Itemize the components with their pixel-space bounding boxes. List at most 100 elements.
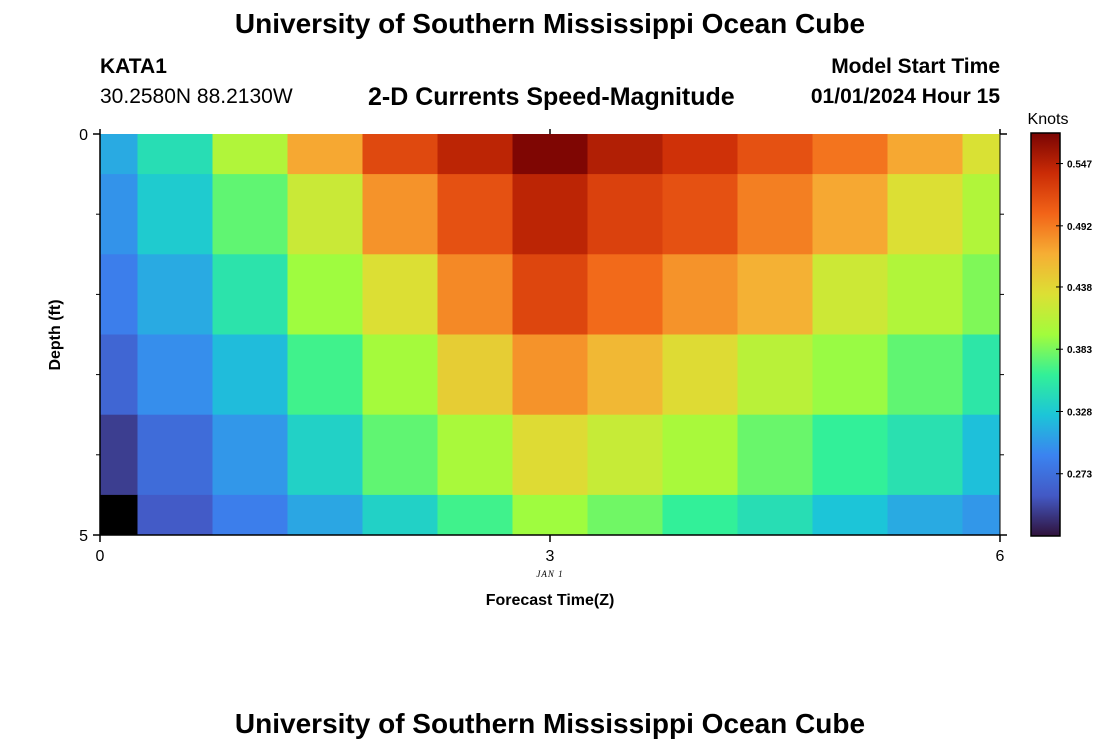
- heatmap-cell: [437, 134, 513, 175]
- heatmap-cell: [100, 174, 138, 255]
- page-title: University of Southern Mississippi Ocean…: [234, 8, 866, 39]
- heatmap-cell: [137, 334, 213, 416]
- heatmap-cell: [100, 134, 138, 175]
- chart-axes: 0 3 605: [79, 127, 1007, 565]
- heatmap-cell: [962, 174, 1001, 255]
- model-start-label: Model Start Time: [831, 55, 1000, 78]
- heatmap-cell: [512, 174, 588, 255]
- colorbar-gradient: [1030, 132, 1061, 537]
- heatmap-cell: [887, 174, 963, 255]
- heatmap-cell: [100, 414, 138, 496]
- heatmap-cell: [212, 174, 288, 255]
- heatmap-cell: [100, 494, 138, 536]
- heatmap-cell: [362, 494, 438, 536]
- heatmap-cell: [137, 174, 213, 255]
- heatmap-cell: [737, 134, 813, 175]
- footer-title: University of Southern Mississippi Ocean…: [234, 708, 866, 739]
- heatmap-cell: [437, 414, 513, 496]
- heatmap-cell: [137, 494, 213, 536]
- heatmap-cell: [512, 494, 588, 536]
- heatmap-cell: [362, 254, 438, 335]
- heatmap-cell: [437, 494, 513, 536]
- heatmap-cell: [737, 334, 813, 416]
- heatmap-cell: [362, 134, 438, 175]
- colorbar: 0.547 0.492 0.438 0.383 0.328 0.273: [1030, 132, 1092, 537]
- heatmap-cell: [362, 174, 438, 255]
- colorbar-tick-label: 0.383: [1067, 345, 1092, 356]
- station-coordinates: 30.2580N 88.2130W: [100, 85, 293, 108]
- heatmap-cell: [812, 134, 888, 175]
- heatmap-cell: [812, 174, 888, 255]
- heatmap-cell: [962, 254, 1001, 335]
- x-tick-label: 3: [546, 548, 555, 565]
- heatmap-cell: [512, 334, 588, 416]
- colorbar-title: Knots: [1028, 111, 1069, 128]
- heatmap-cell: [662, 174, 738, 255]
- heatmap-cell: [962, 414, 1001, 496]
- heatmap-cell: [137, 414, 213, 496]
- heatmap-cell: [587, 414, 663, 496]
- heatmap-cell: [887, 414, 963, 496]
- y-tick-label: 0: [79, 127, 88, 144]
- colorbar-tick-label: 0.438: [1067, 283, 1092, 294]
- heatmap-cell: [812, 334, 888, 416]
- colorbar-tick-label: 0.328: [1067, 407, 1092, 418]
- heatmap-cell: [137, 134, 213, 175]
- heatmap-cell: [437, 174, 513, 255]
- heatmap-cell: [662, 334, 738, 416]
- heatmap-cell: [662, 494, 738, 536]
- heatmap-cell: [737, 254, 813, 335]
- heatmap-cell: [962, 334, 1001, 416]
- heatmap-cells: [100, 134, 1001, 536]
- x-tick-label: 0: [96, 548, 105, 565]
- heatmap-cell: [737, 414, 813, 496]
- heatmap-cell: [962, 494, 1001, 536]
- heatmap-cell: [662, 134, 738, 175]
- heatmap-cell: [212, 494, 288, 536]
- heatmap-cell: [887, 254, 963, 335]
- y-axis-label: Depth (ft): [47, 299, 64, 370]
- station-id: KATA1: [100, 55, 167, 78]
- heatmap-cell: [512, 414, 588, 496]
- colorbar-tick-label: 0.492: [1067, 222, 1092, 233]
- heatmap-cell: [287, 494, 363, 536]
- heatmap-cell: [737, 494, 813, 536]
- heatmap-cell: [362, 414, 438, 496]
- heatmap-cell: [812, 494, 888, 536]
- heatmap-cell: [437, 334, 513, 416]
- heatmap-cell: [287, 134, 363, 175]
- heatmap-cell: [287, 174, 363, 255]
- heatmap-cell: [887, 494, 963, 536]
- heatmap-cell: [587, 494, 663, 536]
- x-axis-label: Forecast Time(Z): [486, 592, 615, 609]
- heatmap-cell: [812, 254, 888, 335]
- heatmap-cell: [287, 334, 363, 416]
- heatmap-cell: [287, 254, 363, 335]
- heatmap-cell: [962, 134, 1001, 175]
- heatmap-cell: [212, 254, 288, 335]
- heatmap-cell: [662, 414, 738, 496]
- heatmap-cell: [887, 134, 963, 175]
- y-tick-label: 5: [79, 528, 88, 545]
- heatmap-cell: [362, 334, 438, 416]
- heatmap-cell: [100, 254, 138, 335]
- heatmap-cell: [812, 414, 888, 496]
- heatmap-cell: [100, 334, 138, 416]
- heatmap-cell: [737, 174, 813, 255]
- model-start-value: 01/01/2024 Hour 15: [810, 85, 1000, 108]
- x-tick-label: 6: [996, 548, 1005, 565]
- heatmap-cell: [212, 134, 288, 175]
- heatmap-cell: [212, 414, 288, 496]
- chart-subtitle: 2-D Currents Speed-Magnitude: [368, 83, 735, 111]
- colorbar-tick-label: 0.273: [1067, 470, 1092, 481]
- colorbar-tick-label: 0.547: [1067, 160, 1092, 171]
- heatmap-cell: [437, 254, 513, 335]
- heatmap-cell: [587, 334, 663, 416]
- heatmap-cell: [137, 254, 213, 335]
- heatmap-cell: [887, 334, 963, 416]
- x-date-label: JAN 1: [536, 569, 563, 579]
- heatmap-cell: [212, 334, 288, 416]
- heatmap-cell: [587, 134, 663, 175]
- heatmap-cell: [587, 254, 663, 335]
